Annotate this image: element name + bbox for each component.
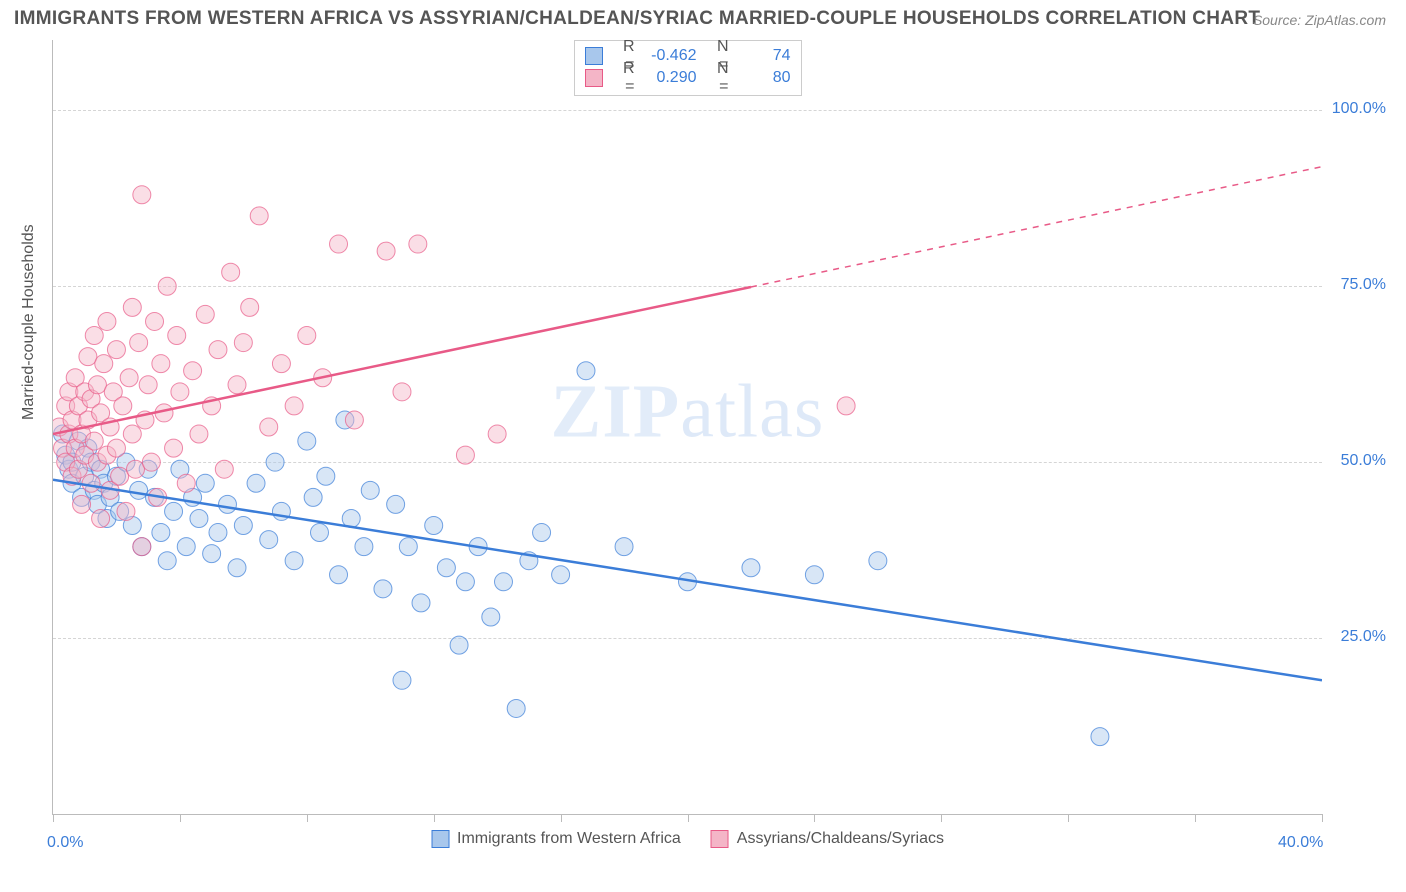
legend-item-1: Immigrants from Western Africa — [431, 830, 681, 848]
x-tick-mark — [1068, 814, 1069, 822]
r-label: R = — [611, 60, 635, 96]
x-tick-mark — [307, 814, 308, 822]
x-tick-mark — [53, 814, 54, 822]
x-tick-mark — [814, 814, 815, 822]
r-value-1: -0.462 — [643, 47, 697, 65]
x-tick-mark — [1195, 814, 1196, 822]
x-tick-label: 0.0% — [47, 834, 83, 852]
r-value-2: 0.290 — [643, 69, 697, 87]
y-tick-label: 75.0% — [1341, 276, 1386, 294]
series-2-name: Assyrians/Chaldeans/Syriacs — [737, 830, 944, 848]
x-tick-mark — [561, 814, 562, 822]
source-label: Source: ZipAtlas.com — [1253, 12, 1386, 28]
legend-item-2: Assyrians/Chaldeans/Syriacs — [711, 830, 944, 848]
correlation-legend: R = -0.462 N = 74 R = 0.290 N = 80 — [574, 40, 802, 96]
chart-area: ZIPatlas R = -0.462 N = 74 R = 0.290 N =… — [52, 40, 1322, 815]
swatch-blue — [431, 830, 449, 848]
y-axis-label: Married-couple Households — [20, 224, 38, 420]
n-label: N = — [705, 60, 729, 96]
x-tick-label: 40.0% — [1278, 834, 1323, 852]
x-tick-mark — [688, 814, 689, 822]
series-1-name: Immigrants from Western Africa — [457, 830, 681, 848]
x-tick-mark — [1322, 814, 1323, 822]
y-tick-label: 50.0% — [1341, 452, 1386, 470]
swatch-pink — [711, 830, 729, 848]
y-tick-label: 100.0% — [1332, 100, 1386, 118]
y-tick-label: 25.0% — [1341, 628, 1386, 646]
x-tick-mark — [941, 814, 942, 822]
legend-row-series-2: R = 0.290 N = 80 — [585, 67, 791, 89]
x-tick-mark — [434, 814, 435, 822]
series-legend: Immigrants from Western Africa Assyrians… — [431, 830, 944, 848]
swatch-blue — [585, 47, 603, 65]
chart-title: IMMIGRANTS FROM WESTERN AFRICA VS ASSYRI… — [14, 8, 1260, 30]
n-value-2: 80 — [737, 69, 791, 87]
scatter-plot-svg — [53, 40, 1322, 814]
swatch-pink — [585, 69, 603, 87]
x-tick-mark — [180, 814, 181, 822]
n-value-1: 74 — [737, 47, 791, 65]
